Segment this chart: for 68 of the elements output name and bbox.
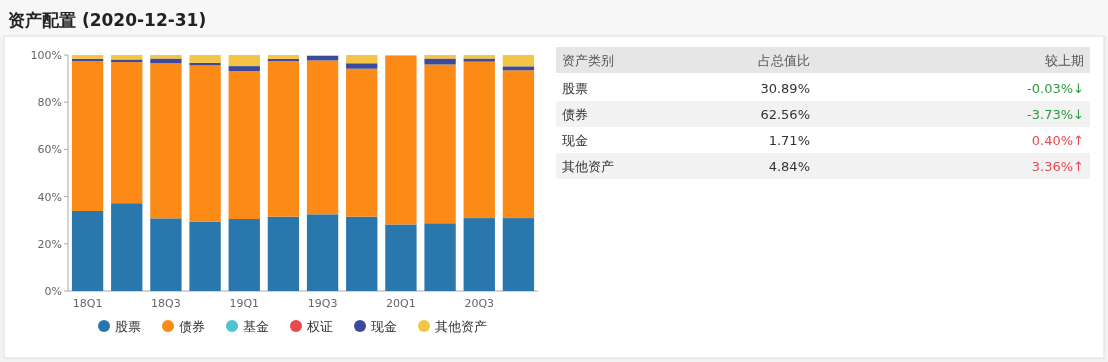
bar — [71, 61, 104, 211]
bar — [385, 224, 417, 291]
bar — [424, 223, 456, 291]
bar — [150, 55, 182, 59]
x-tick-label: 20Q1 — [386, 297, 416, 310]
y-tick-label: 20% — [37, 237, 62, 251]
bar — [189, 221, 221, 291]
x-tick-label: 20Q3 — [464, 297, 495, 310]
data-label: -0.03%↓ — [1027, 81, 1084, 96]
y-tick-label: 100% — [30, 49, 62, 62]
data-label: -3.73%↓ — [1027, 107, 1084, 122]
legend-label: 债券 — [179, 319, 205, 334]
bar — [346, 216, 378, 291]
bar — [71, 211, 104, 291]
bar — [111, 203, 143, 291]
text: 占总值比 — [758, 53, 810, 68]
category-label: 其他资产 — [562, 159, 614, 174]
bar — [306, 60, 339, 215]
bar — [463, 218, 495, 291]
legend-label: 基金 — [243, 319, 269, 334]
bar — [111, 59, 143, 63]
bar — [385, 55, 417, 225]
legend-label: 股票 — [115, 319, 141, 334]
bar — [267, 61, 300, 217]
bar — [346, 55, 378, 64]
y-tick-label: 80% — [37, 96, 62, 110]
bar — [346, 68, 378, 217]
x-tick-label: 19Q3 — [307, 297, 338, 310]
bar — [228, 66, 260, 72]
bar — [189, 55, 221, 63]
bar — [111, 62, 143, 204]
y-tick-label: 0% — [44, 285, 62, 298]
text: 资产类别 — [562, 53, 614, 68]
bar — [424, 64, 456, 224]
data-label: 4.84% — [768, 159, 810, 174]
legend-label: 其他资产 — [435, 319, 487, 334]
data-label: 3.36%↑ — [1031, 159, 1084, 174]
bar — [502, 70, 535, 219]
bar — [228, 219, 260, 291]
text: 较上期 — [1045, 53, 1084, 68]
bar — [502, 218, 535, 291]
bar — [189, 65, 221, 222]
bar — [346, 63, 378, 69]
bar — [267, 216, 300, 291]
x-tick-label: 18Q1 — [72, 297, 103, 310]
data-label: 0.40%↑ — [1031, 133, 1084, 148]
bar — [424, 55, 456, 59]
legend-label: 现金 — [371, 319, 397, 334]
data-label: 62.56% — [760, 107, 810, 122]
bar — [502, 55, 535, 67]
legend-label: 权证 — [306, 319, 333, 334]
y-tick-label: 60% — [37, 143, 62, 157]
bar — [228, 55, 260, 67]
category-label: 现金 — [562, 133, 588, 148]
x-tick-label: 18Q3 — [151, 297, 181, 310]
bar — [463, 61, 495, 219]
bar — [306, 214, 339, 291]
category-label: 股票 — [562, 81, 588, 96]
bar — [502, 66, 535, 71]
category-label: 债券 — [562, 107, 588, 122]
x-tick-label: 19Q1 — [229, 297, 260, 310]
bar — [228, 71, 260, 220]
y-tick-label: 40% — [37, 190, 62, 204]
data-label: 30.89% — [760, 81, 810, 96]
bar — [150, 63, 182, 219]
chart-title: 资产配置 (2020-12-31) — [8, 10, 207, 30]
bar — [150, 218, 182, 291]
data-label: 1.71% — [768, 133, 810, 148]
